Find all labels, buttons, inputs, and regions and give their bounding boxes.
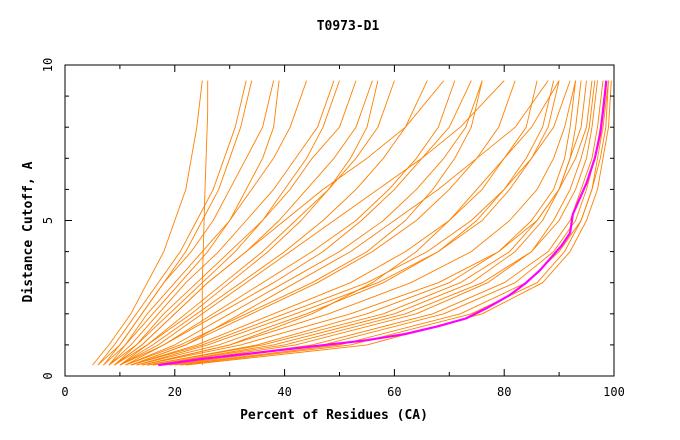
series-line-31 bbox=[103, 80, 280, 366]
series-line-15 bbox=[136, 80, 560, 366]
series-layer bbox=[92, 80, 612, 366]
series-line-19 bbox=[163, 80, 604, 366]
series-line-25 bbox=[136, 80, 555, 366]
series-line-6 bbox=[108, 80, 335, 366]
y-tick-label: 10 bbox=[41, 58, 55, 72]
x-tick-label: 0 bbox=[61, 385, 68, 399]
series-line-3 bbox=[97, 80, 247, 366]
x-axis-label: Percent of Residues (CA) bbox=[240, 408, 428, 423]
highlight-layer bbox=[158, 80, 608, 367]
x-tick-label: 40 bbox=[277, 385, 291, 399]
series-line-13 bbox=[130, 80, 516, 366]
series-line-28 bbox=[119, 80, 472, 366]
series-line-16 bbox=[141, 80, 577, 366]
highlight-series-line bbox=[158, 80, 608, 367]
chart-title: T0973-D1 bbox=[317, 19, 380, 34]
series-line-36 bbox=[141, 80, 560, 366]
tick-layer: 0 20 40 60 80 100 0 5 10 bbox=[41, 58, 625, 399]
x-tick-label: 20 bbox=[168, 385, 182, 399]
series-line-17 bbox=[147, 80, 587, 366]
y-tick-label: 5 bbox=[41, 217, 55, 224]
series-line-7 bbox=[114, 80, 357, 366]
series-line-29 bbox=[114, 80, 379, 366]
series-line-30 bbox=[108, 80, 340, 366]
series-line-33 bbox=[158, 80, 596, 366]
series-line-38 bbox=[119, 80, 505, 366]
y-tick-label: 0 bbox=[41, 372, 55, 379]
series-line-20 bbox=[174, 80, 609, 366]
x-tick-label: 100 bbox=[603, 385, 625, 399]
series-line-32 bbox=[97, 80, 253, 366]
series-line-39 bbox=[114, 80, 445, 366]
series-line-23 bbox=[141, 80, 577, 366]
series-line-2 bbox=[92, 80, 203, 366]
series-line-24 bbox=[147, 80, 593, 366]
series-line-12 bbox=[125, 80, 483, 366]
x-tick-label: 80 bbox=[497, 385, 511, 399]
series-line-14 bbox=[130, 80, 538, 366]
series-line-18 bbox=[152, 80, 598, 366]
x-tick-label: 60 bbox=[387, 385, 401, 399]
series-line-37 bbox=[130, 80, 549, 366]
series-line-10 bbox=[119, 80, 428, 366]
series-line-35 bbox=[180, 80, 609, 366]
series-line-9 bbox=[119, 80, 395, 366]
y-axis-label: Distance Cutoff, A bbox=[21, 161, 36, 302]
series-line-26 bbox=[130, 80, 571, 366]
series-line-11 bbox=[125, 80, 456, 366]
series-line-22 bbox=[152, 80, 582, 366]
series-line-5 bbox=[108, 80, 308, 366]
